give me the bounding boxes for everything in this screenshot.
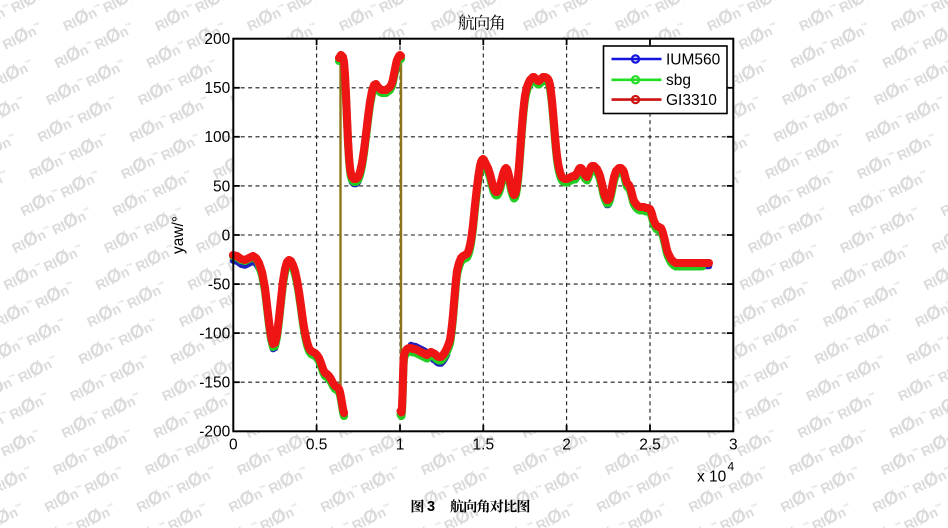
svg-text:-50: -50 [208, 277, 231, 294]
svg-text:0: 0 [229, 437, 238, 454]
svg-text:1.5: 1.5 [473, 437, 495, 454]
svg-text:2.5: 2.5 [639, 437, 661, 454]
svg-text:3: 3 [729, 437, 738, 454]
svg-text:4: 4 [728, 460, 735, 474]
svg-text:GI3310: GI3310 [666, 92, 717, 109]
svg-text:0: 0 [222, 227, 231, 244]
svg-text:50: 50 [213, 178, 231, 195]
svg-text:-100: -100 [199, 326, 230, 343]
svg-text:100: 100 [204, 129, 230, 146]
svg-text:150: 150 [204, 80, 230, 97]
svg-text:0.5: 0.5 [306, 437, 328, 454]
svg-text:x 10: x 10 [697, 469, 727, 486]
svg-text:-150: -150 [199, 375, 230, 392]
svg-text:sbg: sbg [666, 72, 691, 89]
svg-text:-200: -200 [199, 424, 230, 441]
svg-text:IUM560: IUM560 [666, 51, 721, 68]
svg-text:200: 200 [204, 31, 230, 48]
svg-text:3: 3 [427, 499, 435, 515]
svg-text:2: 2 [562, 437, 571, 454]
svg-text:1: 1 [396, 437, 405, 454]
svg-text:yaw/°: yaw/° [170, 216, 187, 254]
